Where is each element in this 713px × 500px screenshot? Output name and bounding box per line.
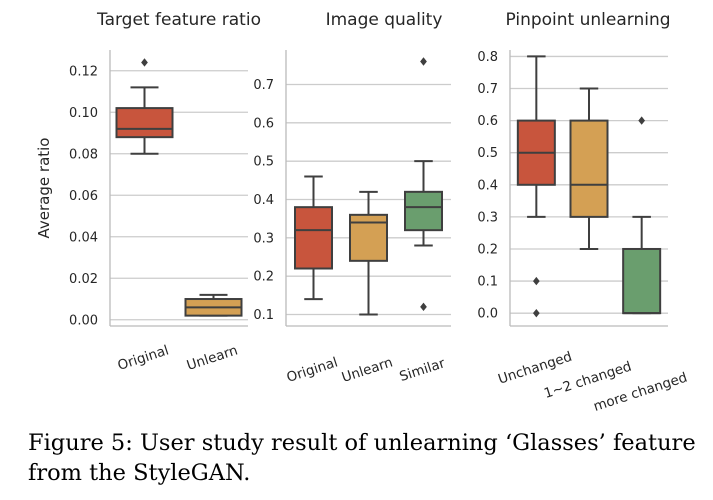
y-tick-label: 0.4 [477, 178, 498, 193]
chart-title: Target feature ratio [96, 10, 261, 30]
y-tick-label: 0.00 [69, 313, 98, 328]
x-tick-label: Unlearn [340, 354, 395, 385]
y-tick-label: 0.2 [253, 270, 274, 285]
chart-target-feature-ratio: 0.00 0.02 0.04 0.06 0.08 0.10 0.12 Target featu… [35, 10, 261, 374]
y-tick-label: 0.08 [69, 147, 98, 162]
x-tick-label: Original [116, 342, 171, 374]
y-tick-label: 0.3 [253, 231, 274, 246]
box-body [569, 119, 609, 218]
chart-pinpoint-unlearning: 0.0 0.1 0.2 0.3 0.4 0.5 0.6 0.7 0.8 Pinpoint unle… [477, 10, 689, 415]
chart-title: Pinpoint unlearning [505, 10, 670, 30]
y-tick-label: 0.1 [253, 308, 274, 323]
box-unlearn [184, 293, 243, 317]
y-tick-label: 0.04 [69, 230, 98, 245]
box-body [115, 107, 174, 139]
box-original [115, 58, 174, 155]
y-axis-label: Average ratio [35, 138, 53, 239]
outlier-point [420, 302, 427, 312]
y-tick-label: 0.02 [69, 272, 98, 287]
y-tick-label: 0.12 [69, 64, 98, 79]
y-tick-label: 0.0 [477, 307, 498, 322]
y-tick-label: 0.06 [69, 189, 98, 204]
box-1-2-changed [569, 87, 609, 250]
box-body [404, 190, 443, 232]
figure-caption: Figure 5: User study result of unlearnin… [28, 430, 696, 486]
y-tick-label: 0.4 [253, 193, 274, 208]
box-similar [404, 57, 443, 312]
y-tick-label: 0.10 [69, 106, 98, 121]
box-body [294, 206, 333, 270]
y-tick-label: 0.1 [477, 275, 498, 290]
box-more-changed [622, 116, 662, 315]
outlier-point [638, 116, 646, 125]
x-tick-label: Original [285, 354, 340, 386]
box-original [294, 175, 333, 301]
outlier-point [532, 276, 540, 286]
box-body [622, 247, 662, 315]
y-tick-label: 0.7 [253, 78, 274, 93]
y-tick-label: 0.2 [477, 242, 498, 257]
outlier-point [532, 308, 540, 318]
y-tick-label: 0.6 [253, 116, 274, 131]
y-tick-label: 0.5 [477, 146, 498, 161]
outlier-point [420, 57, 427, 66]
y-tick-label: 0.3 [477, 210, 498, 225]
figure-canvas: 0.00 0.02 0.04 0.06 0.08 0.10 0.12 Target featu… [35, 10, 689, 415]
x-tick-label: Unlearn [185, 342, 240, 373]
y-tick-label: 0.6 [477, 114, 498, 129]
box-unchanged [516, 55, 556, 318]
outlier-point [141, 58, 148, 67]
chart-image-quality: 0.1 0.2 0.3 0.4 0.5 0.6 0.7 Image quality Origin… [253, 10, 451, 386]
y-tick-label: 0.5 [253, 155, 274, 170]
chart-title: Image quality [326, 10, 443, 30]
x-tick-label: Similar [398, 355, 448, 385]
y-tick-label: 0.8 [477, 50, 498, 65]
y-tick-label: 0.7 [477, 82, 498, 97]
box-unlearn [349, 190, 388, 316]
